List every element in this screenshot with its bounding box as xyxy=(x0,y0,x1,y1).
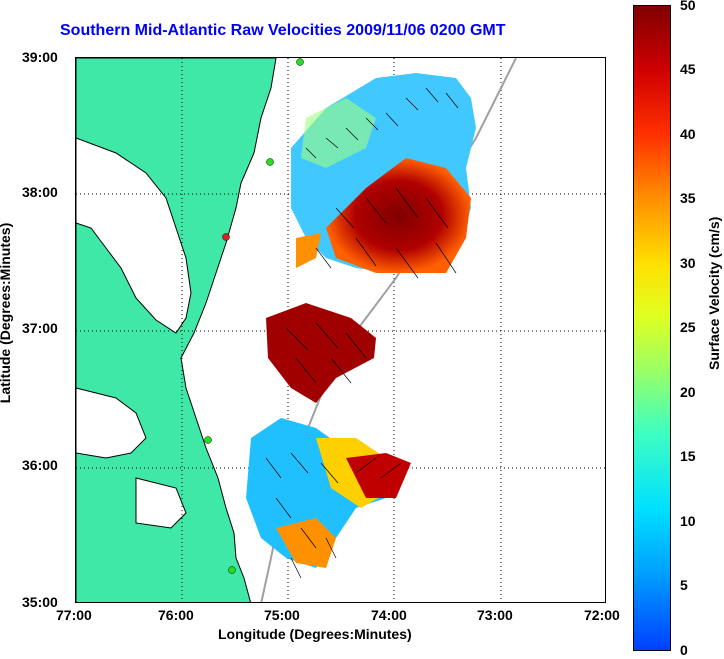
chesapeake-bay xyxy=(76,137,192,334)
colorbar-tick: 25 xyxy=(680,319,696,335)
station-marker xyxy=(228,566,236,574)
y-axis-label: Latitude (Degrees:Minutes) xyxy=(0,222,14,404)
x-tick-label: 76:00 xyxy=(158,607,194,623)
colorbar-tick: 5 xyxy=(680,577,688,593)
colorbar xyxy=(633,5,671,651)
station-marker xyxy=(266,158,274,166)
velocity-field-middle xyxy=(266,303,376,403)
y-tick-label: 36:00 xyxy=(22,457,58,473)
station-marker xyxy=(204,436,212,444)
station-marker xyxy=(296,58,304,66)
colorbar-tick: 30 xyxy=(680,255,696,271)
x-tick-label: 73:00 xyxy=(477,607,513,623)
colorbar-tick: 40 xyxy=(680,126,696,142)
x-tick-label: 72:00 xyxy=(584,607,620,623)
colorbar-tick: 20 xyxy=(680,384,696,400)
station-marker xyxy=(222,233,230,241)
map-plot xyxy=(75,57,606,603)
colorbar-tick: 15 xyxy=(680,448,696,464)
y-tick-label: 35:00 xyxy=(22,594,58,610)
colorbar-tick: 50 xyxy=(680,0,696,13)
y-tick-label: 38:00 xyxy=(22,184,58,200)
x-tick-label: 75:00 xyxy=(264,607,300,623)
colorbar-label: Surface Velocity (cm/s) xyxy=(706,216,722,370)
x-tick-label: 77:00 xyxy=(56,607,92,623)
velocity-vectors xyxy=(265,87,459,579)
map-canvas xyxy=(76,58,605,602)
y-tick-label: 37:00 xyxy=(22,320,58,336)
colorbar-tick: 45 xyxy=(680,61,696,77)
colorbar-tick: 0 xyxy=(680,642,688,658)
x-axis-label: Longitude (Degrees:Minutes) xyxy=(218,626,412,642)
map-title: Southern Mid-Atlantic Raw Velocities 200… xyxy=(60,22,506,39)
colorbar-tick: 35 xyxy=(680,190,696,206)
x-tick-label: 74:00 xyxy=(371,607,407,623)
colorbar-tick: 10 xyxy=(680,513,696,529)
y-tick-label: 39:00 xyxy=(22,49,58,65)
